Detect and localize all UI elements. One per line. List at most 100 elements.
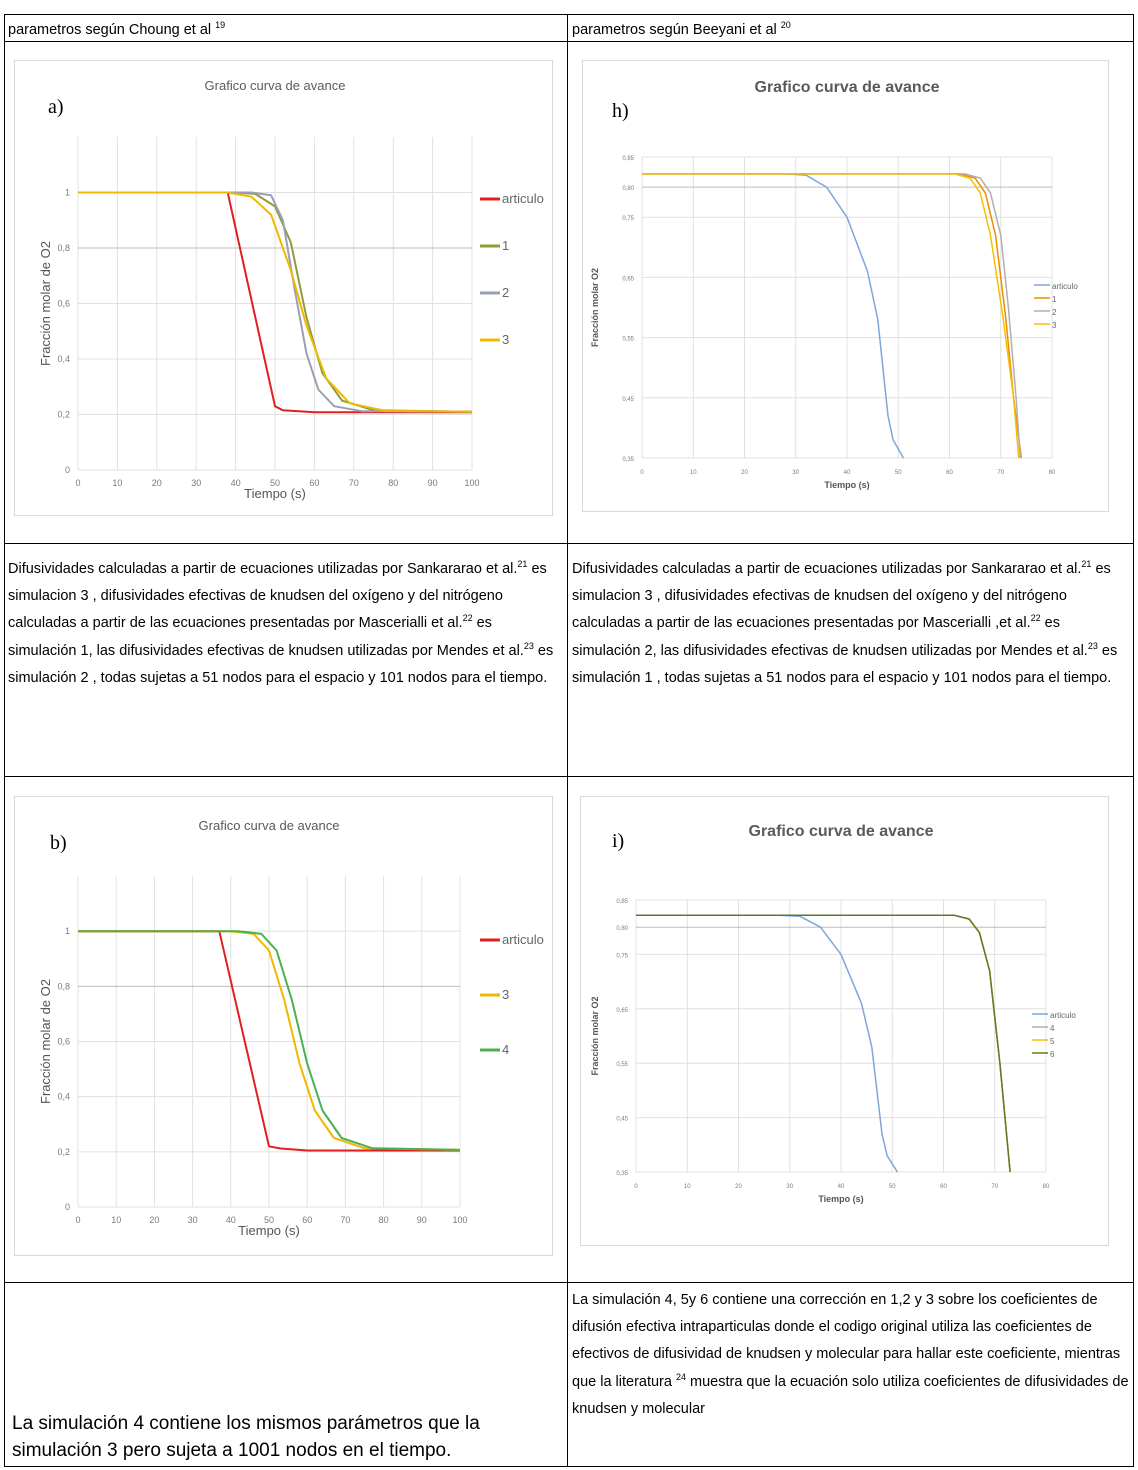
legend-label-1: 1 [502,238,509,253]
legend-label-articulo: articulo [502,932,544,947]
description-right-p3: es simulación 2, las difusividades efect… [572,615,1088,659]
x-tick-label: 0 [634,1184,638,1190]
description-left: Difusividades calculadas a partir de ecu… [8,556,564,692]
legend-label-4: 4 [502,1042,509,1057]
chart-b-frame [14,796,553,1256]
description-right-p4: es simulación 1 , todas sujetas a 51 nod… [572,642,1118,686]
x-tick-label: 40 [838,1184,845,1190]
x-tick-label: 70 [997,470,1004,476]
y-axis-label: Fracción molar O2 [590,996,600,1075]
y-tick-label: 0,45 [622,397,634,403]
description-left-ref-2: 22 [462,613,473,624]
x-tick-label: 10 [112,478,122,488]
description-right-ref-2: 22 [1030,613,1041,624]
description-right-ref-1: 21 [1081,559,1092,569]
panel-label-h: h) [612,100,629,122]
note-simulation-456-ref: 24 [675,1371,686,1382]
chart-title: Grafico curva de avance [205,78,346,93]
legend-label-2: 2 [502,285,509,300]
y-tick-label: 0,55 [622,337,634,343]
y-tick-label: 0,6 [57,1037,70,1047]
x-tick-label: 40 [231,478,241,488]
chart-h-frame [582,60,1109,512]
description-left-p3: es simulación 1, las difusividades efect… [8,615,524,659]
x-tick-label: 0 [640,470,644,476]
x-tick-label: 0 [75,1215,80,1225]
row-divider-3 [4,776,1134,777]
chart-h: Grafico curva de avance 0 10 20 30 40 50 60 70 80… [590,79,1078,490]
y-axis-label: Fracción molar de O2 [38,241,53,366]
series-line-5 [636,914,1011,1173]
chart-i-frame [580,796,1109,1246]
y-tick-label: 0,80 [616,926,628,932]
x-tick-label: 60 [940,1184,947,1190]
description-left-ref-3: 23 [523,640,534,651]
legend-label-articulo: articulo [1052,282,1078,291]
note-simulation-456-p2: muestra que la ecuación solo utiliza coe… [572,1373,1129,1417]
series-line-4 [78,930,461,1151]
description-right: Difusividades calculadas a partir de ecu… [572,556,1130,692]
series-line-1 [642,173,1023,459]
note-simulation-456: La simulación 4, 5y 6 contiene una corre… [572,1287,1130,1423]
y-tick-label: 0,35 [616,1171,628,1177]
legend-label-articulo: articulo [502,191,544,206]
y-tick-label: 0,35 [622,457,634,463]
panel-label-a: a) [48,96,64,118]
legend-label-3: 3 [1052,321,1057,330]
chart-title: Grafico curva de avance [749,823,934,840]
header-left-text: parametros según Choung et al [8,22,212,38]
series-line-articulo [636,914,899,1173]
x-tick-label: 60 [946,470,953,476]
x-tick-label: 50 [895,470,902,476]
x-tick-label: 100 [464,478,479,488]
description-right-p1: Difusividades calculadas a partir de ecu… [572,561,1082,577]
x-tick-label: 70 [991,1184,998,1190]
y-tick-label: 0,8 [57,243,70,253]
description-left-p2: es simulacion 3 , difusividades efectiva… [8,561,547,632]
y-tick-label: 0 [65,465,70,475]
x-tick-label: 50 [264,1215,274,1225]
x-tick-label: 40 [844,470,851,476]
x-tick-label: 100 [452,1215,467,1225]
x-tick-label: 30 [786,1184,793,1190]
x-tick-label: 20 [741,470,748,476]
row-divider-1 [4,41,1134,42]
description-left-p1: Difusividades calculadas a partir de ecu… [8,561,518,577]
series-line-articulo [642,173,905,459]
table-border-top [4,14,1134,15]
legend-label-6: 6 [1050,1050,1055,1059]
description-right-ref-3: 23 [1087,640,1098,651]
legend-label-3: 3 [502,332,509,347]
x-tick-label: 20 [149,1215,159,1225]
legend-label-articulo: articulo [1050,1011,1076,1020]
x-tick-label: 20 [735,1184,742,1190]
table-border-right [1133,14,1134,1466]
series-line-2 [78,191,473,413]
x-tick-label: 10 [690,470,697,476]
x-tick-label: 10 [684,1184,691,1190]
x-tick-label: 70 [340,1215,350,1225]
y-tick-label: 0,65 [622,276,634,282]
x-tick-label: 60 [302,1215,312,1225]
table-border-bottom [4,1466,1134,1467]
chart-title: Grafico curva de avance [755,79,940,96]
x-tick-label: 90 [417,1215,427,1225]
header-right: parametros según Beeyani et al 20 [572,20,791,38]
row-divider-4 [4,1282,1134,1283]
legend-label-1: 1 [1052,295,1057,304]
description-left-p4: es simulación 2 , todas sujetas a 51 nod… [8,642,554,686]
y-tick-label: 0,55 [616,1062,628,1068]
panel-label-i: i) [612,830,625,852]
y-tick-label: 0,2 [57,410,70,420]
x-tick-label: 20 [152,478,162,488]
y-tick-label: 0 [65,1202,70,1212]
legend-label-3: 3 [502,987,509,1002]
y-tick-label: 0,65 [616,1008,628,1014]
header-left-ref: 19 [215,20,226,30]
y-tick-label: 1 [65,926,70,936]
header-right-text: parametros según Beeyani et al [572,22,777,38]
x-tick-label: 70 [349,478,359,488]
y-axis-label: Fracción molar O2 [590,268,600,347]
x-tick-label: 0 [75,478,80,488]
table-border-left [4,14,5,1466]
